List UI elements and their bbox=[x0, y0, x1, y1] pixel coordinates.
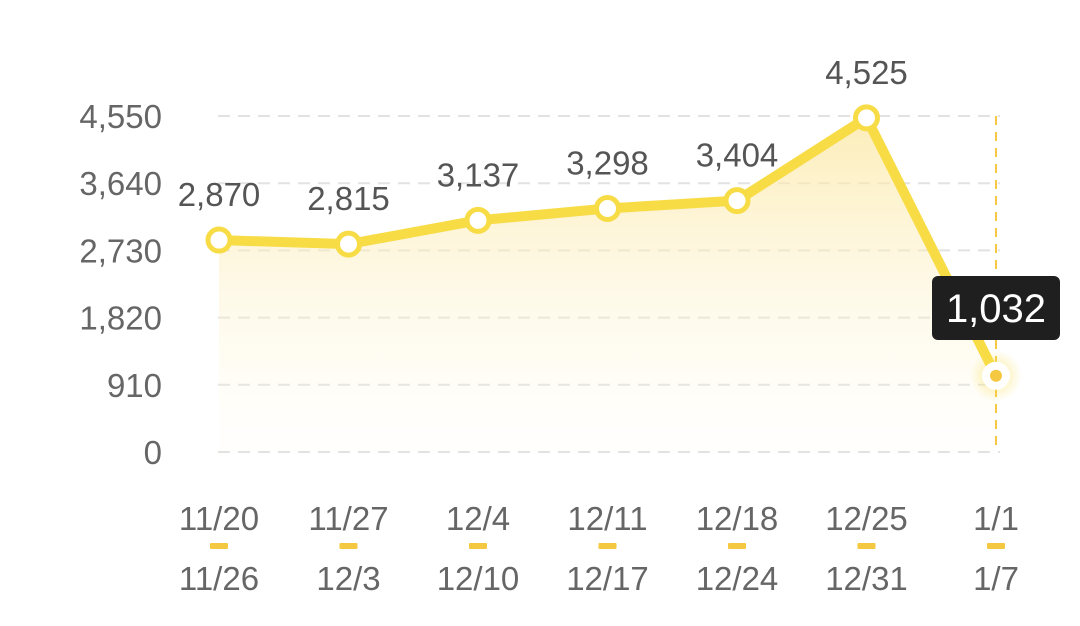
y-axis-ticks: 0 910 1,820 2,730 3,640 4,550 bbox=[79, 98, 162, 471]
x-tick-dash bbox=[987, 543, 1005, 549]
data-label: 3,298 bbox=[566, 144, 649, 181]
x-tick-end: 12/17 bbox=[566, 560, 649, 597]
data-point bbox=[464, 206, 492, 234]
data-label: 3,137 bbox=[437, 156, 520, 193]
x-tick-end: 11/26 bbox=[179, 560, 259, 597]
x-tick-start: 12/18 bbox=[696, 500, 779, 537]
data-labels: 2,870 2,815 3,137 3,298 3,404 4,525 bbox=[178, 54, 908, 217]
x-tick-dash bbox=[210, 543, 228, 549]
tooltip-box bbox=[932, 276, 1060, 340]
x-axis-ticks: 11/2011/2611/2712/312/412/1012/1112/1712… bbox=[179, 500, 1019, 597]
x-tick-end: 12/10 bbox=[437, 560, 520, 597]
x-tick-dash bbox=[598, 543, 617, 549]
data-points bbox=[205, 104, 1022, 402]
x-tick-group: 1/1 1/7 bbox=[973, 500, 1019, 597]
x-tick-start: 11/20 bbox=[179, 500, 259, 537]
x-tick-start: 12/25 bbox=[825, 500, 908, 537]
data-point bbox=[594, 194, 621, 222]
x-tick-dash bbox=[469, 543, 487, 549]
y-tick-label: 0 bbox=[144, 434, 162, 471]
data-point bbox=[335, 230, 362, 258]
x-tick-group: 12/18 12/24 bbox=[696, 500, 779, 597]
x-tick-dash bbox=[728, 543, 746, 549]
data-label: 3,404 bbox=[696, 137, 779, 174]
x-tick-end: 12/24 bbox=[696, 560, 779, 597]
data-label: 2,870 bbox=[178, 176, 261, 213]
x-tick-start: 12/4 bbox=[446, 500, 510, 537]
data-point bbox=[205, 226, 233, 254]
y-tick-label: 2,730 bbox=[79, 232, 162, 269]
selected-point-center bbox=[990, 369, 1002, 382]
y-tick-label: 1,820 bbox=[79, 300, 162, 337]
x-tick-group: 12/25 12/31 bbox=[825, 500, 908, 597]
x-tick-group: 11/27 12/3 bbox=[308, 500, 388, 597]
x-tick-start: 1/1 bbox=[973, 500, 1019, 537]
x-tick-end: 12/3 bbox=[316, 560, 380, 597]
x-tick-group: 11/20 11/26 bbox=[179, 500, 259, 597]
data-point bbox=[723, 187, 751, 215]
x-tick-end: 1/7 bbox=[973, 560, 1019, 597]
data-label: 4,525 bbox=[825, 54, 908, 91]
x-tick-dash bbox=[339, 543, 358, 549]
x-tick-start: 12/11 bbox=[567, 500, 647, 537]
x-tick-start: 11/27 bbox=[308, 500, 388, 537]
tooltip: 1,032 bbox=[932, 276, 1060, 340]
data-point bbox=[853, 104, 880, 132]
tooltip-value: 1,032 bbox=[946, 287, 1046, 331]
x-tick-dash bbox=[857, 543, 876, 549]
data-label: 2,815 bbox=[307, 180, 390, 217]
x-tick-end: 12/31 bbox=[825, 560, 908, 597]
series-area bbox=[219, 117, 996, 452]
x-tick-group: 12/4 12/10 bbox=[437, 500, 520, 597]
y-tick-label: 4,550 bbox=[79, 98, 162, 135]
y-tick-label: 910 bbox=[107, 367, 162, 404]
x-tick-group: 12/11 12/17 bbox=[566, 500, 649, 597]
y-tick-label: 3,640 bbox=[79, 165, 162, 202]
